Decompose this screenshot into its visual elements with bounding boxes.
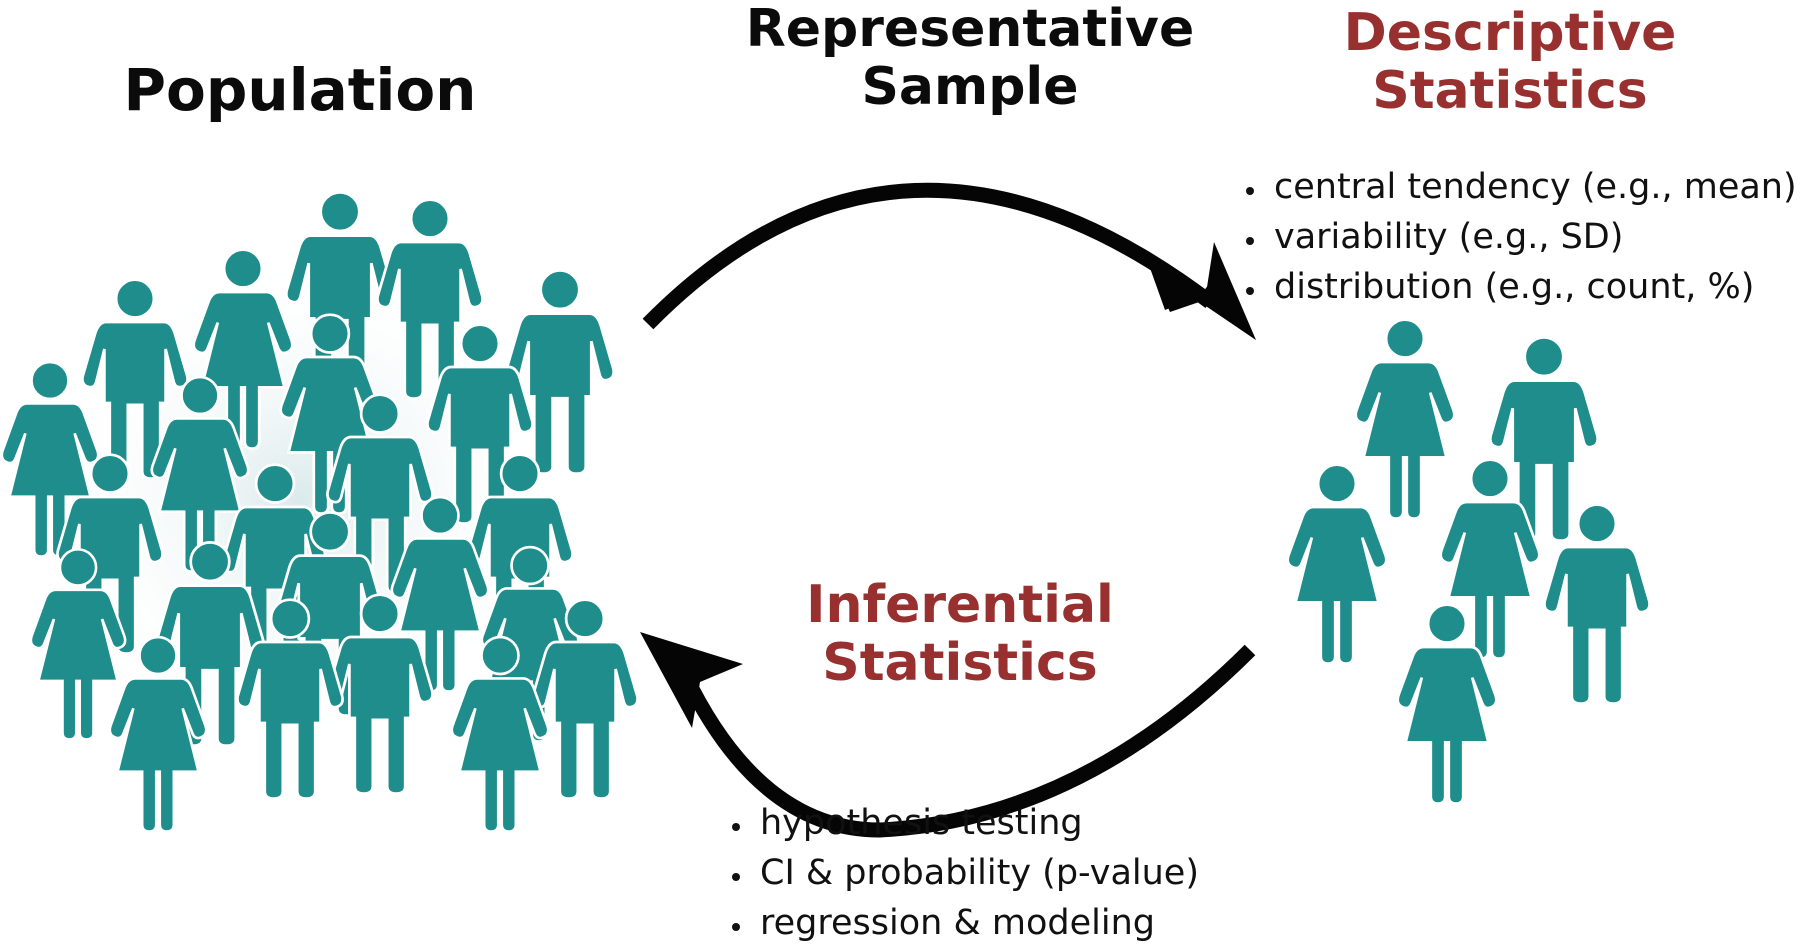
curved-arrow-icon-to-sample <box>648 190 1256 340</box>
inferential-item-hypothesis: hypothesis testing <box>754 798 1199 848</box>
population-title-text: Population <box>90 58 510 123</box>
person-icon <box>1356 320 1455 519</box>
sample-title-line-1: Representative <box>720 0 1220 58</box>
sample-figures <box>1288 320 1650 804</box>
inferential-item-regression: regression & modeling <box>754 898 1199 948</box>
inferential-list: hypothesis testing CI & probability (p-v… <box>726 798 1199 948</box>
descriptive-title-line-1: Descriptive <box>1290 4 1730 62</box>
inferential-title-line-1: Inferential <box>750 576 1170 634</box>
population-title: Population <box>90 58 510 123</box>
descriptive-item-central-tendency: central tendency (e.g., mean) <box>1268 162 1797 212</box>
inferential-title-line-2: Statistics <box>750 634 1170 692</box>
person-icon <box>1288 465 1387 664</box>
descriptive-title: Descriptive Statistics <box>1290 4 1730 120</box>
inferential-title: Inferential Statistics <box>750 576 1170 692</box>
descriptive-item-variability: variability (e.g., SD) <box>1268 212 1797 262</box>
sample-title: Representative Sample <box>720 0 1220 116</box>
sample-title-line-2: Sample <box>720 58 1220 116</box>
descriptive-item-distribution: distribution (e.g., count, %) <box>1268 262 1797 312</box>
inferential-item-ci: CI & probability (p-value) <box>754 848 1199 898</box>
descriptive-title-line-2: Statistics <box>1290 62 1730 120</box>
descriptive-list: central tendency (e.g., mean) variabilit… <box>1240 162 1797 312</box>
